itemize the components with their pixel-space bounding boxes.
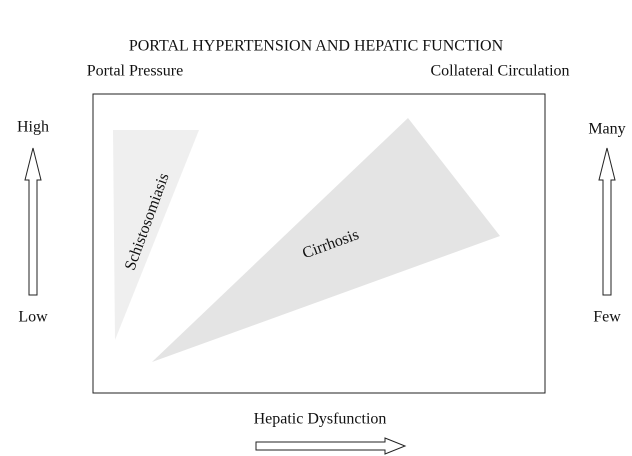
right-arrow [255, 437, 407, 455]
low-label: Few [593, 309, 621, 326]
bottom-axis-label: Hepatic Dysfunction [254, 411, 387, 428]
high-label: Many [588, 121, 625, 138]
low-label: Low [18, 309, 48, 326]
up-arrow [598, 147, 616, 296]
title: PORTAL HYPERTENSION AND HEPATIC FUNCTION [129, 38, 504, 55]
cirrhosis-region [152, 118, 500, 362]
schistosomiasis-region [113, 130, 199, 340]
high-label: High [17, 119, 49, 136]
right-axis-label: Collateral Circulation [430, 63, 569, 80]
up-arrow [24, 147, 42, 296]
left-axis-label: Portal Pressure [87, 63, 183, 80]
frame [92, 93, 546, 394]
